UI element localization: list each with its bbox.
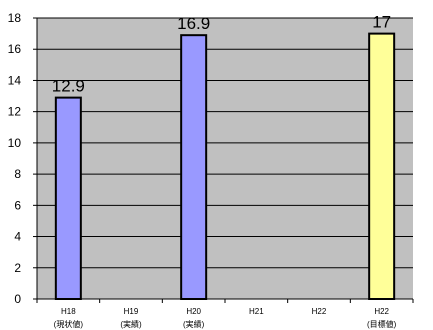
y-tick-label: 16 bbox=[8, 42, 22, 56]
y-tick-label: 18 bbox=[8, 11, 22, 25]
y-tick-label: 12 bbox=[8, 105, 22, 119]
x-category-label: H22 bbox=[374, 307, 389, 316]
data-label: 17 bbox=[372, 13, 391, 32]
data-label: 16.9 bbox=[177, 14, 210, 33]
x-category-label: H19 bbox=[124, 307, 139, 316]
y-tick-label: 4 bbox=[14, 230, 21, 244]
y-tick-label: 0 bbox=[14, 292, 21, 306]
x-category-sublabel: (実績) bbox=[120, 319, 142, 329]
bar bbox=[54, 96, 82, 300]
x-category-sublabel: (実績) bbox=[183, 319, 205, 329]
x-category-label: H21 bbox=[249, 307, 264, 316]
plot-area bbox=[37, 18, 413, 299]
y-tick-label: 8 bbox=[14, 167, 21, 181]
x-category-sublabel: (現状値) bbox=[54, 319, 84, 329]
x-category-sublabel: (目標値) bbox=[367, 319, 397, 329]
y-tick-label: 2 bbox=[14, 261, 21, 275]
x-category-label: H20 bbox=[186, 307, 201, 316]
y-tick-label: 14 bbox=[8, 73, 22, 87]
y-tick-label: 6 bbox=[14, 198, 21, 212]
bar bbox=[180, 34, 208, 301]
x-category-label: H18 bbox=[61, 307, 76, 316]
data-label: 12.9 bbox=[52, 77, 85, 96]
x-category-label: H22 bbox=[312, 307, 327, 316]
y-tick-label: 10 bbox=[8, 136, 22, 150]
bar bbox=[368, 32, 396, 300]
